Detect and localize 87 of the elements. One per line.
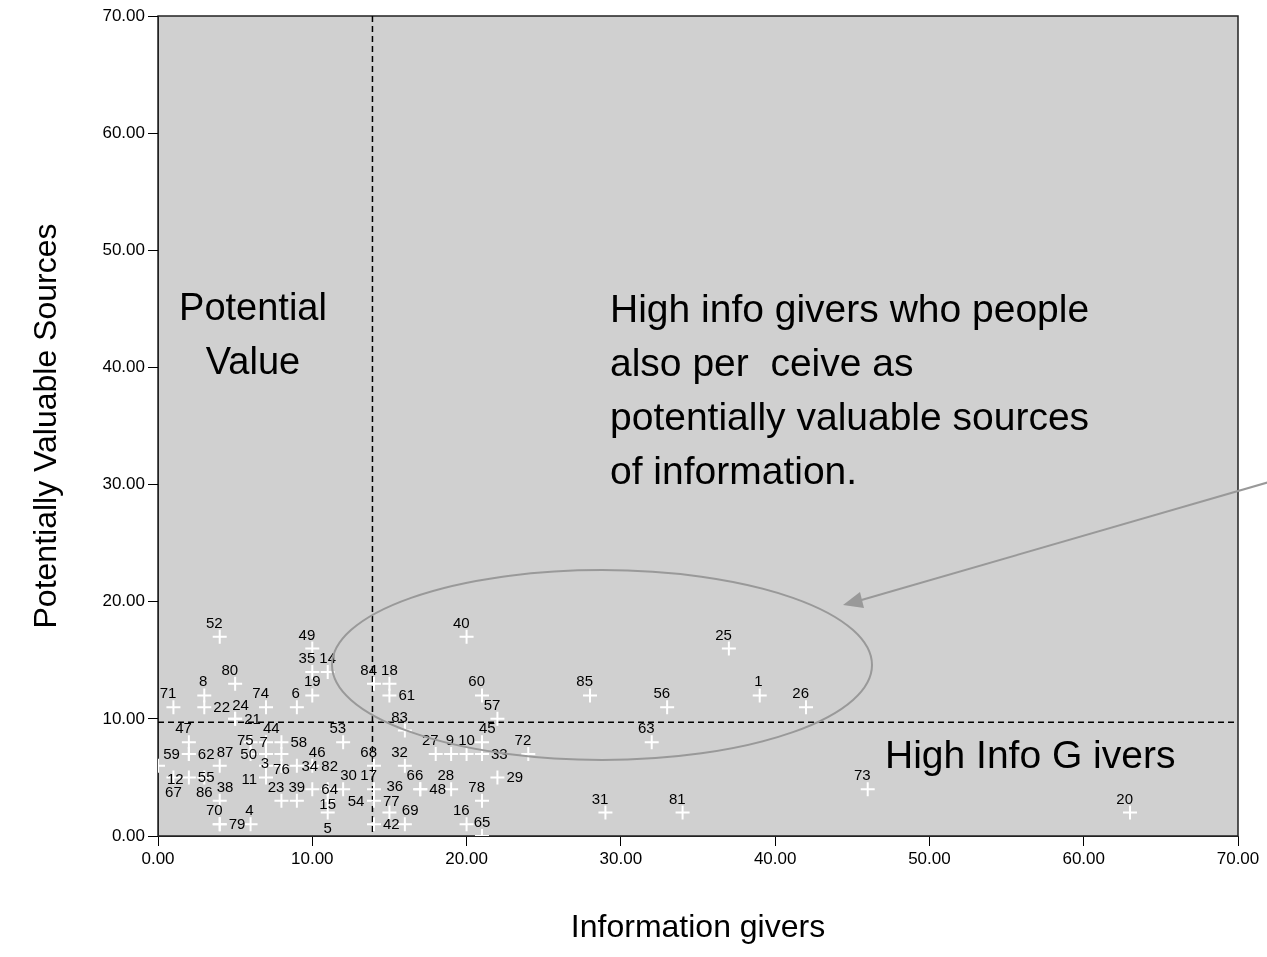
- annotation: 85: [576, 672, 593, 690]
- annotation: 60: [468, 672, 485, 690]
- x-tick-label: 0.00: [141, 848, 175, 868]
- y-tick-label: 70.00: [102, 5, 145, 25]
- annotation: 23: [267, 777, 285, 795]
- annotation: 54: [347, 791, 365, 809]
- y-tick-label: 0.00: [111, 825, 145, 845]
- annotation: 11: [241, 769, 258, 787]
- annotation: 8: [198, 672, 208, 690]
- annotation: 26: [792, 684, 809, 702]
- annotation: High Info G ivers: [885, 733, 1176, 776]
- annotation: 63: [638, 719, 655, 737]
- annotation: 73: [854, 766, 871, 784]
- annotation: 35: [298, 649, 316, 666]
- annotation: 79: [228, 815, 246, 833]
- annotation: 20: [1116, 789, 1133, 807]
- annotation: High info givers who people also per ceive as potentially valuable sources of information.: [610, 287, 1100, 492]
- y-tick-label: 20.00: [102, 591, 145, 611]
- annotation: 45: [479, 719, 496, 737]
- annotation: 50: [240, 745, 257, 762]
- annotation: Potential Value: [179, 286, 327, 382]
- annotation: 3: [260, 754, 269, 772]
- annotation: 58: [290, 733, 308, 751]
- x-tick-label: 40.00: [753, 848, 797, 868]
- annotation: 29: [506, 768, 524, 786]
- annotation: 80: [221, 660, 239, 678]
- annotation: 77: [383, 791, 400, 809]
- annotation: 86: [195, 783, 213, 801]
- y-axis-title: Potentially Valuable Sources: [27, 223, 64, 629]
- annotation: 74: [252, 684, 269, 702]
- annotation: 16: [452, 801, 470, 819]
- annotation: 6: [291, 684, 300, 702]
- annotation: 72: [514, 731, 532, 748]
- y-tick-label: 10.00: [102, 708, 145, 728]
- annotation: 15: [319, 795, 337, 813]
- annotation: 30: [340, 766, 357, 784]
- annotation: 18: [381, 660, 398, 678]
- annotation: 68: [360, 742, 377, 760]
- annotation: 5: [323, 818, 332, 836]
- annotation: 38: [216, 777, 234, 795]
- y-tick-label: 60.00: [102, 122, 145, 142]
- x-tick-label: 10.00: [291, 848, 334, 868]
- annotation: 39: [288, 777, 306, 795]
- y-tick-label: 30.00: [102, 474, 145, 494]
- annotation: 31: [591, 789, 609, 807]
- annotation: 22: [213, 698, 230, 716]
- annotation: 19: [303, 672, 321, 690]
- annotation: 87: [216, 742, 234, 760]
- annotation: 4: [245, 801, 254, 819]
- annotation: 75: [236, 731, 254, 748]
- y-tick-label: 40.00: [102, 357, 145, 377]
- annotation: 42: [383, 815, 400, 833]
- annotation: 32: [391, 742, 408, 760]
- annotation: 61: [398, 686, 416, 704]
- annotation: 56: [653, 684, 671, 702]
- annotation: 47: [175, 719, 192, 737]
- annotation: 53: [329, 719, 347, 737]
- annotation: 25: [715, 625, 732, 643]
- annotation: 70: [206, 801, 223, 819]
- annotation: 10: [458, 731, 475, 748]
- annotation: 64: [321, 780, 338, 798]
- annotation: 57: [483, 695, 501, 713]
- annotation: 84: [360, 660, 377, 678]
- annotation: 66: [406, 766, 424, 784]
- annotation: 12: [167, 769, 184, 787]
- x-tick-label: 50.00: [908, 848, 951, 868]
- annotation: 69: [401, 801, 419, 819]
- annotation: 55: [197, 768, 215, 786]
- annotation: 62: [197, 745, 215, 762]
- annotation: 36: [386, 776, 404, 794]
- annotation: 83: [391, 707, 408, 725]
- annotation: 65: [473, 813, 491, 830]
- x-tick-label: 70.00: [1216, 848, 1260, 868]
- y-tick-label: 50.00: [102, 239, 145, 259]
- annotation: 81: [668, 789, 686, 807]
- annotation: 76: [273, 760, 290, 777]
- x-tick-label: 30.00: [599, 848, 643, 868]
- annotation: 59: [163, 745, 180, 762]
- x-tick-label: 20.00: [445, 848, 488, 868]
- annotation: 78: [468, 777, 485, 795]
- x-tick-label: 60.00: [1062, 848, 1105, 868]
- annotation: 40: [452, 613, 470, 631]
- annotation: 49: [298, 625, 316, 643]
- x-axis-title: Information givers: [570, 907, 826, 944]
- annotation: 71: [159, 684, 177, 702]
- annotation: 1: [754, 672, 763, 690]
- annotation: 52: [206, 613, 223, 631]
